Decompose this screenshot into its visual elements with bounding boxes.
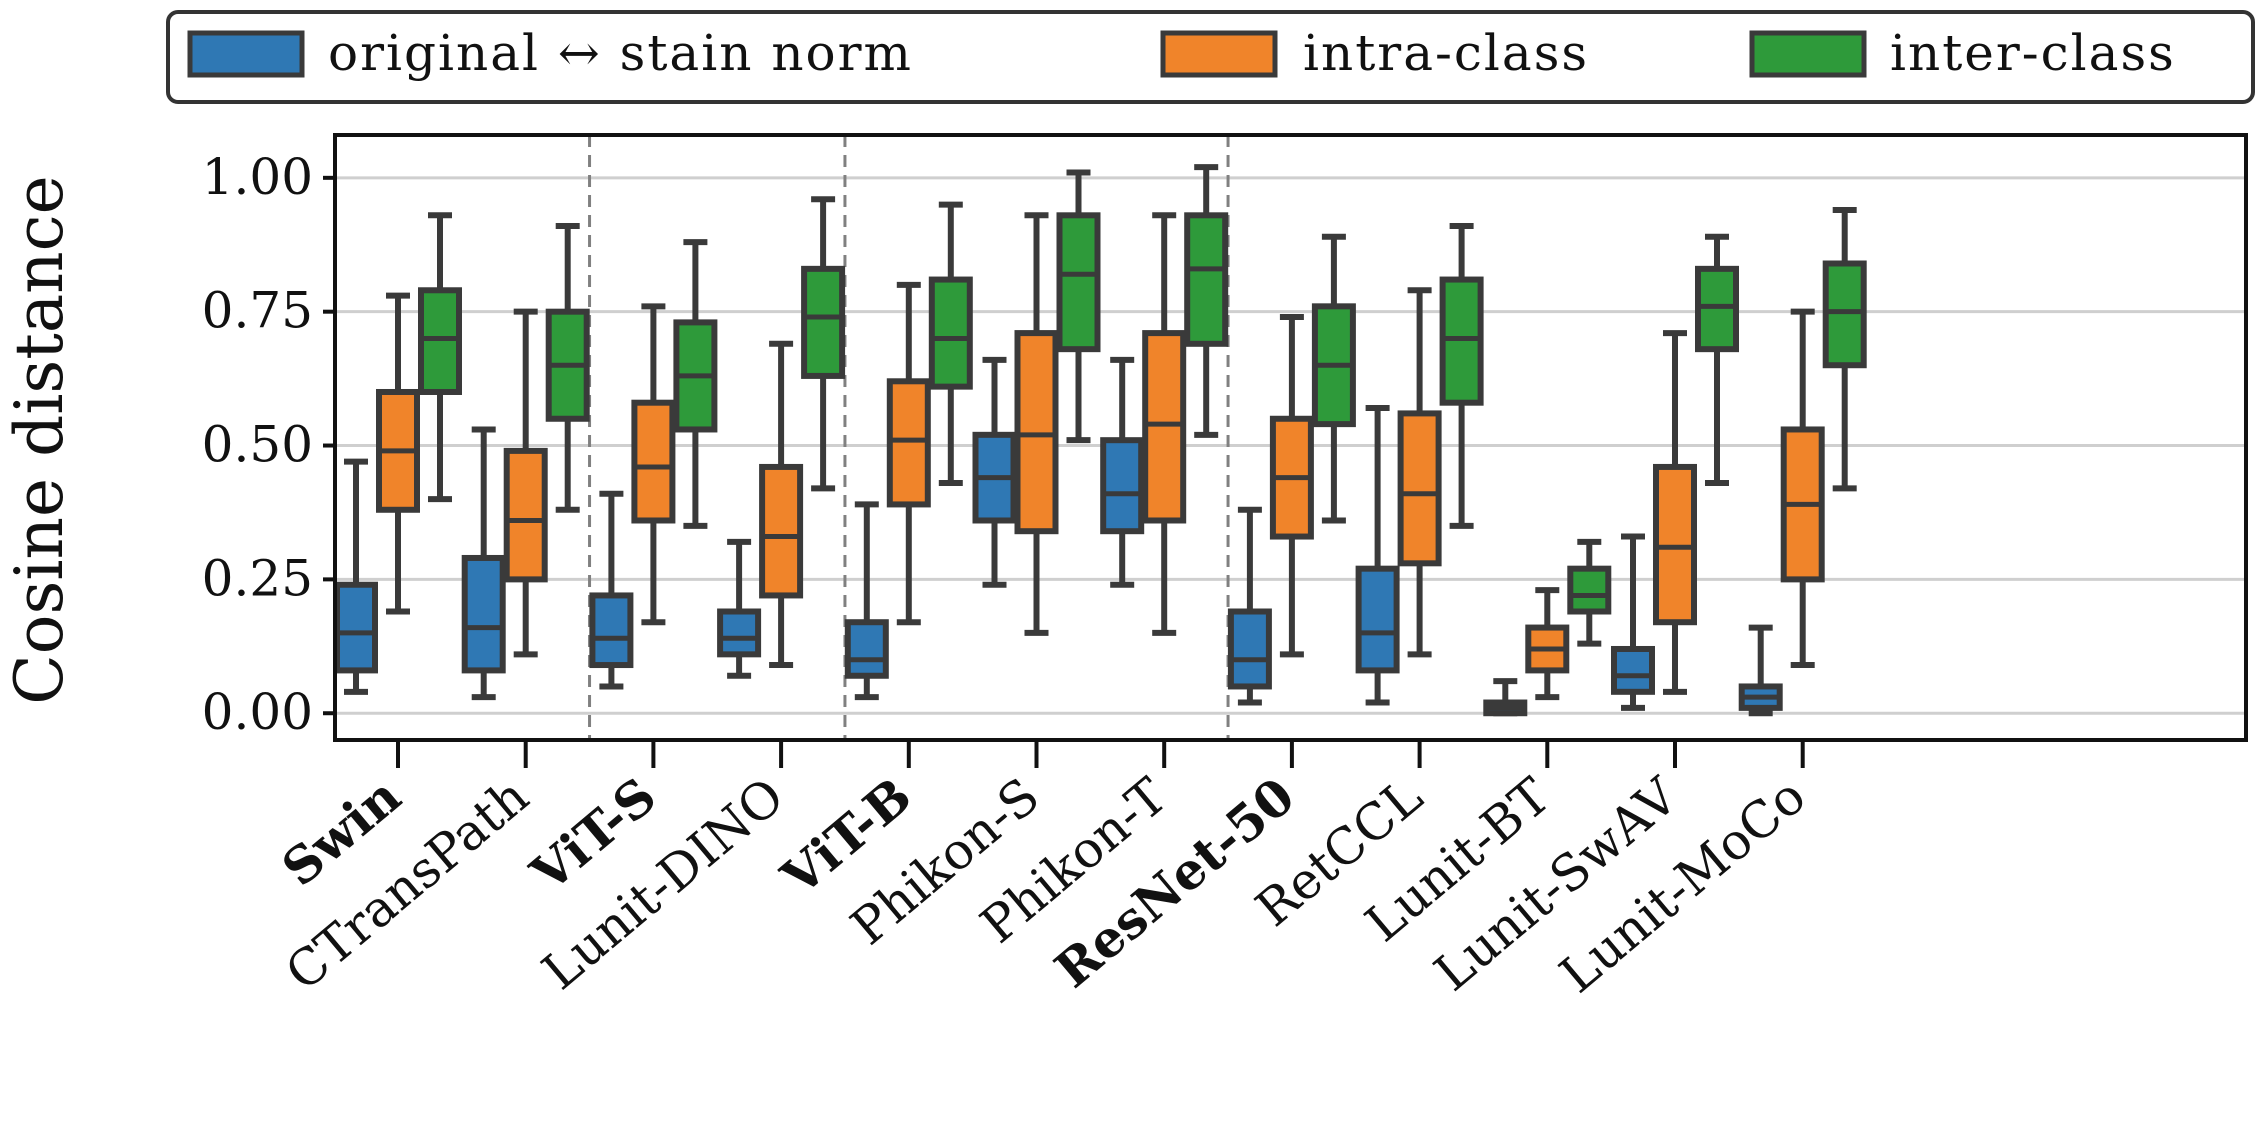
box-group-swin bbox=[334, 212, 462, 695]
box-body bbox=[759, 463, 804, 599]
box-orig bbox=[1483, 678, 1528, 717]
box-orig bbox=[1227, 506, 1272, 706]
box-group-retccl bbox=[1355, 223, 1484, 706]
legend: original ↔ stain norm intra-class inter-… bbox=[166, 10, 2255, 104]
box-intra bbox=[503, 308, 548, 658]
box-group-vit-s bbox=[589, 239, 718, 690]
box-inter bbox=[1822, 206, 1867, 492]
box-series bbox=[334, 164, 1867, 717]
box-body bbox=[418, 287, 462, 395]
box-intra bbox=[1780, 308, 1825, 669]
box-intra bbox=[1397, 287, 1442, 658]
box-intra bbox=[376, 292, 420, 615]
box-inter bbox=[418, 212, 462, 503]
box-body bbox=[461, 554, 506, 674]
box-body bbox=[928, 276, 973, 390]
box-group-lunit-moco bbox=[1738, 206, 1867, 717]
box-orig bbox=[844, 501, 889, 701]
box-intra bbox=[1525, 587, 1570, 701]
box-body bbox=[631, 399, 676, 524]
plot-frame bbox=[333, 133, 2248, 742]
box-inter bbox=[1439, 223, 1484, 529]
y-tick-label: 0.75 bbox=[202, 282, 313, 340]
box-body bbox=[1056, 212, 1101, 353]
legend-label-intra-class: intra-class bbox=[1303, 24, 1589, 82]
box-group-lunit-swav bbox=[1611, 233, 1739, 711]
y-tick-label: 0.25 bbox=[202, 549, 313, 607]
box-body bbox=[1142, 330, 1187, 524]
box-group-resnet-50 bbox=[1227, 233, 1356, 706]
box-body bbox=[1611, 645, 1655, 695]
box-orig bbox=[1355, 405, 1400, 706]
legend-swatch-inter-class bbox=[1749, 30, 1867, 78]
box-body bbox=[1227, 608, 1272, 690]
box-orig bbox=[1611, 533, 1655, 711]
box-inter bbox=[1567, 538, 1612, 647]
box-orig bbox=[461, 426, 506, 701]
legend-label-inter-class: inter-class bbox=[1890, 24, 2176, 82]
box-inter bbox=[1695, 233, 1739, 487]
box-body bbox=[801, 265, 846, 379]
box-group-lunit-bt bbox=[1483, 538, 1612, 717]
box-group-ctranspath bbox=[461, 223, 590, 701]
box-body bbox=[1355, 565, 1400, 674]
box-orig bbox=[717, 538, 762, 679]
box-body bbox=[717, 608, 762, 658]
box-orig bbox=[1738, 624, 1783, 717]
box-body bbox=[886, 378, 931, 508]
box-body bbox=[1184, 212, 1229, 347]
box-body bbox=[589, 592, 634, 669]
box-group-phikon-t bbox=[1100, 164, 1229, 636]
box-intra bbox=[1014, 212, 1059, 636]
legend-label-original: original ↔ stain norm bbox=[328, 24, 913, 82]
box-group-lunit-dino bbox=[717, 196, 846, 679]
box-inter bbox=[801, 196, 846, 492]
box-intra bbox=[1653, 330, 1697, 695]
y-tick-label: 0.50 bbox=[202, 416, 313, 474]
box-orig bbox=[589, 490, 634, 690]
box-body bbox=[503, 447, 548, 583]
y-axis-ticks: 0.00 0.25 0.50 0.75 1.00 bbox=[202, 148, 335, 741]
legend-swatch-intra-class bbox=[1160, 30, 1278, 78]
box-body bbox=[844, 619, 889, 679]
box-intra bbox=[1269, 314, 1314, 658]
box-intra bbox=[886, 281, 931, 626]
box-body bbox=[1014, 330, 1059, 535]
box-body bbox=[1439, 276, 1484, 406]
y-tick-label: 0.00 bbox=[202, 683, 313, 741]
box-inter bbox=[673, 239, 718, 529]
box-body bbox=[1100, 437, 1145, 535]
box-inter bbox=[1311, 233, 1356, 524]
x-axis-ticks: SwinCTransPathViT-SLunit-DINOViT-BPhikon… bbox=[271, 740, 1816, 1004]
box-body bbox=[334, 581, 378, 674]
box-body bbox=[1397, 410, 1442, 567]
box-body bbox=[1567, 565, 1612, 615]
box-inter bbox=[1184, 164, 1229, 438]
box-body bbox=[1822, 260, 1867, 369]
box-inter bbox=[545, 223, 590, 513]
legend-swatch-original bbox=[187, 30, 305, 78]
box-group-vit-b bbox=[844, 201, 973, 701]
y-tick-label: 1.00 bbox=[202, 148, 313, 206]
box-body bbox=[1653, 463, 1697, 626]
y-axis-label: Cosine distance bbox=[1, 175, 78, 704]
box-orig bbox=[972, 356, 1017, 588]
box-body bbox=[1695, 265, 1739, 353]
box-inter bbox=[1056, 169, 1101, 444]
box-intra bbox=[1142, 212, 1187, 636]
box-intra bbox=[631, 303, 676, 626]
box-intra bbox=[759, 340, 804, 669]
box-orig bbox=[334, 458, 378, 695]
box-group-phikon-s bbox=[972, 169, 1101, 636]
box-orig bbox=[1100, 356, 1145, 588]
box-inter bbox=[928, 201, 973, 487]
